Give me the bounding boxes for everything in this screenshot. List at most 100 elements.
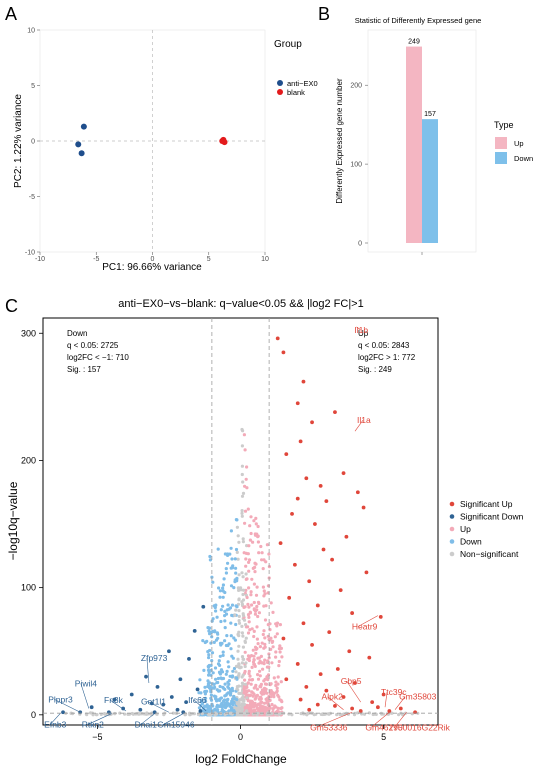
volcano-point (230, 686, 234, 691)
volcano-point (221, 653, 225, 658)
volcano-point (223, 626, 227, 630)
volcano-point (250, 704, 254, 708)
volcano-point (248, 610, 252, 614)
volcano-point (224, 571, 228, 575)
volcano-point (274, 680, 278, 684)
volcano-point (227, 679, 231, 683)
volcano-point (278, 698, 282, 702)
volcano-point (171, 711, 175, 715)
volcano-point (232, 586, 236, 590)
volcano-point (224, 567, 228, 571)
volcano-ylabel: −log10q−value (6, 481, 20, 560)
panel-label-c: C (5, 296, 18, 316)
volcano-point (206, 684, 210, 689)
volcano-sig-up-point (413, 710, 418, 715)
gene-label-1700016g22rik: 1700016G22Rik (389, 722, 451, 732)
volcano-point (256, 642, 260, 646)
volcano-point (206, 712, 210, 717)
volcano-point (255, 703, 259, 707)
volcano-point (249, 531, 253, 536)
volcano-point (229, 621, 233, 625)
volcano-point (255, 604, 259, 609)
volcano-point (222, 577, 226, 581)
volcano-point (104, 713, 108, 717)
volcano-point (340, 713, 344, 717)
volcano-point (237, 644, 241, 648)
volcano-point (221, 589, 225, 593)
volcano-point (267, 665, 271, 669)
volcano-point (277, 664, 281, 668)
volcano-sig-up-point (310, 642, 314, 647)
volcano-point (237, 703, 241, 707)
bar-legend-key-up (495, 137, 507, 149)
gene-label-leader (87, 713, 112, 725)
volcano-point (241, 480, 245, 484)
volcano-point (261, 709, 265, 713)
volcano-point (401, 713, 405, 717)
volcano-point (229, 647, 233, 651)
volcano-point (241, 707, 245, 712)
volcano-point (207, 656, 211, 660)
gene-label-leader (146, 701, 170, 713)
volcano-point (244, 564, 248, 568)
volcano-point (241, 673, 245, 677)
volcano-point (271, 707, 275, 712)
volcano-point (223, 609, 227, 614)
volcano-x-tick-label: −5 (92, 732, 102, 742)
volcano-point (203, 640, 207, 645)
volcano-sig-up-point (287, 595, 292, 600)
volcano-point (227, 665, 231, 669)
volcano-sig-up-point (338, 588, 343, 593)
volcano-point (241, 614, 246, 618)
volcano-point (204, 696, 208, 701)
volcano-point (262, 629, 266, 633)
volcano-point (252, 686, 256, 690)
volcano-point (224, 672, 228, 676)
volcano-point (232, 666, 237, 671)
volcano-point (220, 709, 224, 713)
gene-label-leader (109, 699, 127, 712)
volcano-sig-down-point (195, 687, 200, 692)
volcano-point (217, 704, 221, 708)
volcano-sig-down-point (187, 656, 191, 661)
volcano-y-tick-label: 200 (21, 455, 36, 465)
volcano-point (367, 711, 371, 715)
volcano-point (200, 712, 204, 716)
pca-point (78, 150, 85, 157)
volcano-point (249, 515, 253, 519)
volcano-point (258, 695, 262, 700)
volcano-point (243, 640, 247, 645)
volcano-sig-up-point (361, 505, 366, 510)
volcano-point (240, 655, 245, 659)
volcano-point (250, 627, 254, 631)
volcano-point (244, 636, 248, 640)
volcano-point (230, 557, 234, 561)
volcano-y-tick-label: 300 (21, 328, 36, 338)
bar-legend-label-down: Down (514, 154, 533, 163)
volcano-point (221, 595, 225, 599)
volcano-point (252, 634, 256, 639)
volcano-x-tick-label: 5 (381, 732, 386, 742)
volcano-point (236, 586, 240, 590)
volcano-point (242, 588, 246, 592)
volcano-point (234, 566, 238, 570)
volcano-point (199, 691, 203, 695)
volcano-sig-up-point (278, 541, 283, 546)
volcano-point (247, 615, 251, 620)
up-annotation-sig: Sig. : 249 (358, 365, 392, 374)
volcano-point (126, 712, 130, 717)
volcano-point (236, 534, 240, 538)
volcano-sig-up-point (298, 439, 303, 444)
volcano-point (210, 651, 215, 655)
volcano-sig-up-point (298, 697, 303, 702)
volcano-sig-up-point (301, 621, 306, 626)
volcano-sig-down-point (192, 628, 197, 633)
gene-label-leader (394, 712, 407, 728)
volcano-point (237, 619, 241, 623)
volcano-point (224, 704, 228, 709)
volcano-point (269, 695, 273, 699)
volcano-x-tick-label: 0 (238, 732, 243, 742)
volcano-point (258, 669, 262, 673)
bar-down (422, 119, 438, 243)
volcano-point (237, 621, 242, 625)
